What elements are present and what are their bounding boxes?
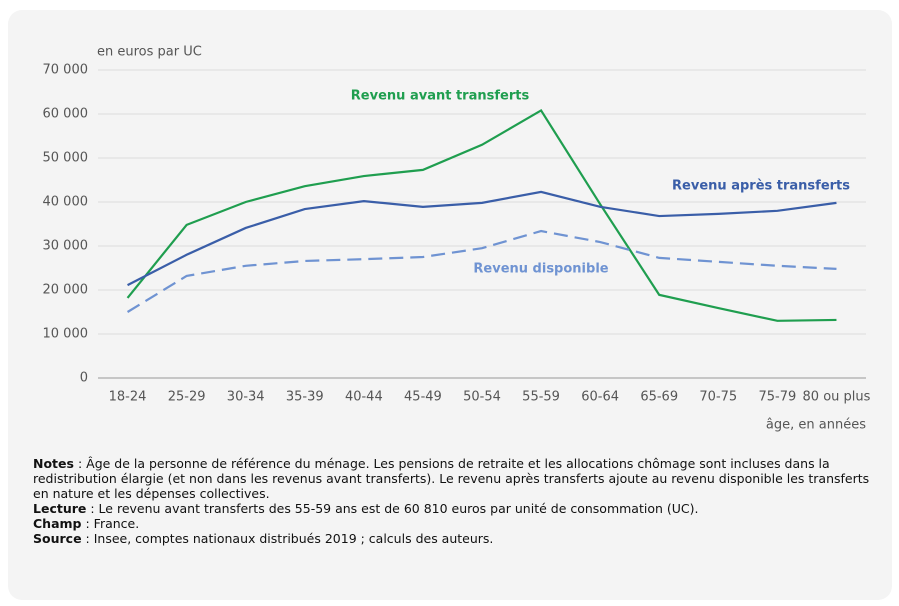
y-tick-label: 70 000 [43,63,89,78]
series-line [126,229,837,313]
x-tick-label: 18-24 [109,390,147,405]
note-label: Source [33,531,82,546]
notes: Notes: Âge de la personne de référence d… [33,456,873,546]
y-tick-label: 40 000 [43,195,89,210]
note-label: Champ [33,516,82,531]
y-tick-label: 30 000 [43,239,89,254]
note: Source: Insee, comptes nationaux distrib… [33,531,873,546]
x-tick-label: 35-39 [286,390,324,405]
series-line [127,190,837,287]
y-axis-label: en euros par UC [97,45,202,60]
series-label: Revenu avant transferts [351,89,530,104]
x-axis-label: âge, en années [766,418,866,433]
y-tick-label: 0 [80,371,88,386]
note-text: : France. [85,516,140,531]
series-line [126,108,837,322]
series-label: Revenu après transferts [672,179,850,194]
note-text: : Insee, comptes nationaux distribués 20… [85,531,494,546]
card [8,10,892,600]
note: Champ: France. [33,516,873,531]
chart: en euros par UC âge, en années 0 10 000 20… [43,45,871,433]
x-tick-label: 75-79 [758,390,796,405]
note-label: Lecture [33,501,87,516]
x-tick-label: 55-59 [522,390,560,405]
y-tick-label: 10 000 [43,327,89,342]
x-tick-label: 25-29 [168,390,206,405]
series-label: Revenu disponible [473,262,608,277]
x-tick-label: 40-44 [345,390,383,405]
note-text: : Âge de la personne de référence du mén… [33,456,870,501]
x-tick-label: 70-75 [699,390,737,405]
x-tick-label: 60-64 [581,390,619,405]
x-tick-label: 50-54 [463,390,501,405]
y-tick-label: 60 000 [43,107,89,122]
x-tick-label: 80 ou plus [803,390,871,405]
note: Notes: Âge de la personne de référence d… [33,456,873,501]
x-tick-label: 45-49 [404,390,442,405]
y-tick-label: 50 000 [43,151,89,166]
note: Lecture: Le revenu avant transferts des … [33,501,873,516]
note-label: Notes [33,456,74,471]
x-tick-label: 30-34 [227,390,265,405]
note-text: : Le revenu avant transferts des 55-59 a… [90,501,699,516]
y-tick-label: 20 000 [43,283,89,298]
x-tick-label: 65-69 [640,390,678,405]
